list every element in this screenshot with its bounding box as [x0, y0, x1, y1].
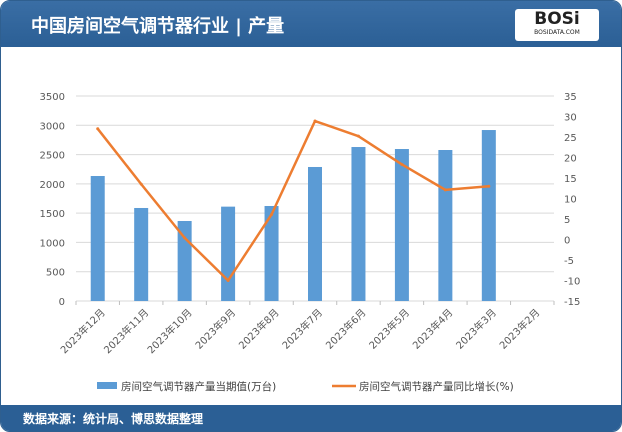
line-point-2023年11月	[139, 182, 143, 186]
page-title: 中国房间空气调节器行业 | 产量	[31, 16, 285, 37]
line-point-2023年4月	[443, 188, 447, 192]
right-tick-label: -15	[564, 297, 580, 308]
logo-subtext: BOSIDATA.COM	[534, 29, 580, 36]
line-point-2023年9月	[226, 279, 230, 282]
right-tick-label: -10	[564, 277, 580, 288]
x-tick-label: 2023年3月	[453, 306, 499, 352]
data-source: 数据来源：统计局、博思数据整理	[23, 412, 204, 426]
bar-2023年12月	[90, 176, 105, 301]
line-point-2023年12月	[96, 127, 100, 131]
x-tick-label: 2023年12月	[58, 306, 108, 356]
line-point-2023年6月	[356, 134, 360, 138]
legend-bar-swatch	[97, 382, 117, 389]
right-tick-label: 30	[564, 113, 577, 124]
bosi-logo: BOSi BOSIDATA.COM	[515, 9, 599, 41]
line-point-2023年3月	[487, 184, 491, 188]
x-tick-label: 2023年9月	[192, 306, 238, 352]
right-tick-label: 35	[564, 92, 577, 103]
header-bar: 中国房间空气调节器行业 | 产量 BOSi BOSIDATA.COM	[1, 1, 621, 47]
right-tick-label: 15	[564, 174, 577, 185]
left-tick-label: 500	[46, 268, 65, 279]
bar-2023年11月	[134, 207, 149, 301]
x-tick-label: 2023年7月	[279, 306, 325, 352]
right-tick-label: 5	[564, 215, 570, 226]
x-tick-label: 2023年10月	[144, 306, 194, 356]
footer-bar: 数据来源：统计局、博思数据整理	[1, 405, 621, 431]
bar-2023年3月	[481, 130, 496, 301]
bar-2023年4月	[438, 150, 453, 301]
x-tick-label: 2023年6月	[323, 306, 369, 352]
left-tick-label: 3500	[40, 92, 65, 103]
left-tick-label: 1500	[40, 209, 65, 220]
right-tick-label: 25	[564, 133, 577, 144]
legend-bar-label: 房间空气调节器产量当期值(万台)	[121, 380, 276, 393]
bar-2023年6月	[351, 147, 366, 301]
x-tick-label: 2023年5月	[366, 306, 412, 352]
right-tick-label: 0	[564, 236, 570, 247]
chart: 0 500 1000 1500 2000 2500 3000 3500 -15 -10 -5 0 5 10…	[40, 92, 581, 393]
legend-line-label: 房间空气调节器产量同比增长(%)	[359, 380, 514, 393]
left-tick-label: 1000	[40, 238, 65, 249]
x-tick-label: 2023年8月	[236, 306, 282, 352]
line-point-2023年7月	[313, 119, 317, 123]
bar-2023年9月	[221, 206, 236, 301]
line-point-2023年5月	[400, 162, 404, 166]
growth-line	[96, 119, 489, 282]
right-tick-label: -5	[564, 256, 574, 267]
x-tick-label: 2023年2月	[497, 306, 543, 352]
left-tick-label: 0	[59, 297, 65, 308]
left-tick-label: 2500	[40, 151, 65, 162]
line-point-2023年8月	[270, 212, 274, 216]
bar-2023年7月	[308, 166, 322, 301]
bar-2023年5月	[394, 149, 409, 301]
right-tick-label: 10	[564, 195, 577, 206]
x-tick-label: 2023年11月	[101, 306, 151, 356]
bar-2023年8月	[264, 205, 279, 301]
left-tick-label: 3000	[40, 121, 65, 132]
x-tick-label: 2023年4月	[410, 306, 456, 352]
line-point-2023年10月	[183, 236, 187, 240]
logo-text: BOSi	[534, 9, 580, 29]
right-tick-label: 20	[564, 154, 577, 165]
left-tick-label: 2000	[40, 180, 65, 191]
